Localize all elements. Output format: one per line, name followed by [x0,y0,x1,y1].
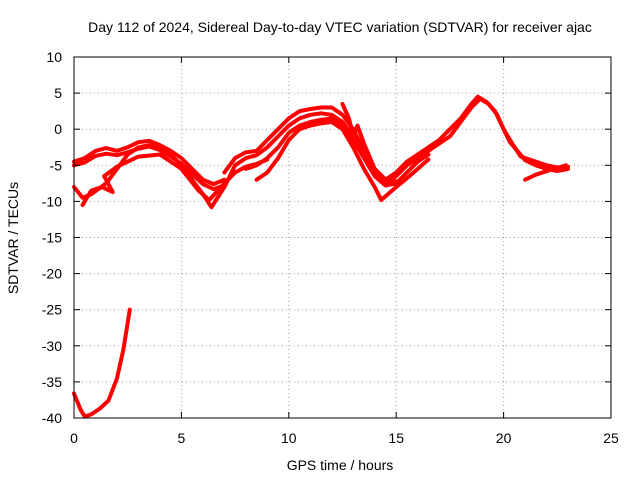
axis-ticks: 0 5 10 15 20 25 10 5 0 -5 -10 -15 -20 -25 -30 -35 -40 [42,49,619,446]
y-tick-label: -30 [42,338,62,354]
y-tick-label: 0 [54,121,62,137]
y-tick-label: -15 [42,230,62,246]
series-line-trace-11 [523,163,568,182]
x-tick-label: 15 [388,430,404,446]
series-line-trace-7 [243,116,431,188]
x-tick-label: 25 [603,430,619,446]
x-tick-label: 10 [281,430,297,446]
y-tick-label: 10 [46,49,62,65]
x-tick-label: 0 [70,430,78,446]
y-tick-label: -40 [42,410,62,426]
series-line-trace-1 [72,138,227,187]
series-group [72,94,570,419]
series-line-trace-10 [383,96,570,186]
x-axis-label: GPS time / hours [287,457,394,473]
y-tick-label: -20 [42,266,62,282]
chart-title: Day 112 of 2024, Sidereal Day-to-day VTE… [88,19,592,35]
y-tick-label: -25 [42,302,62,318]
x-tick-label: 20 [496,430,512,446]
y-tick-label: -35 [42,374,62,390]
series-line-trace-12 [72,307,132,419]
y-tick-label: 5 [54,85,62,101]
y-tick-label: -10 [42,193,62,209]
y-tick-label: -5 [50,157,63,173]
x-tick-label: 5 [178,430,186,446]
y-axis-label: SDTVAR / TECUs [5,182,21,294]
series-line-trace-8 [254,120,431,202]
series-line-trace-4 [80,152,270,207]
